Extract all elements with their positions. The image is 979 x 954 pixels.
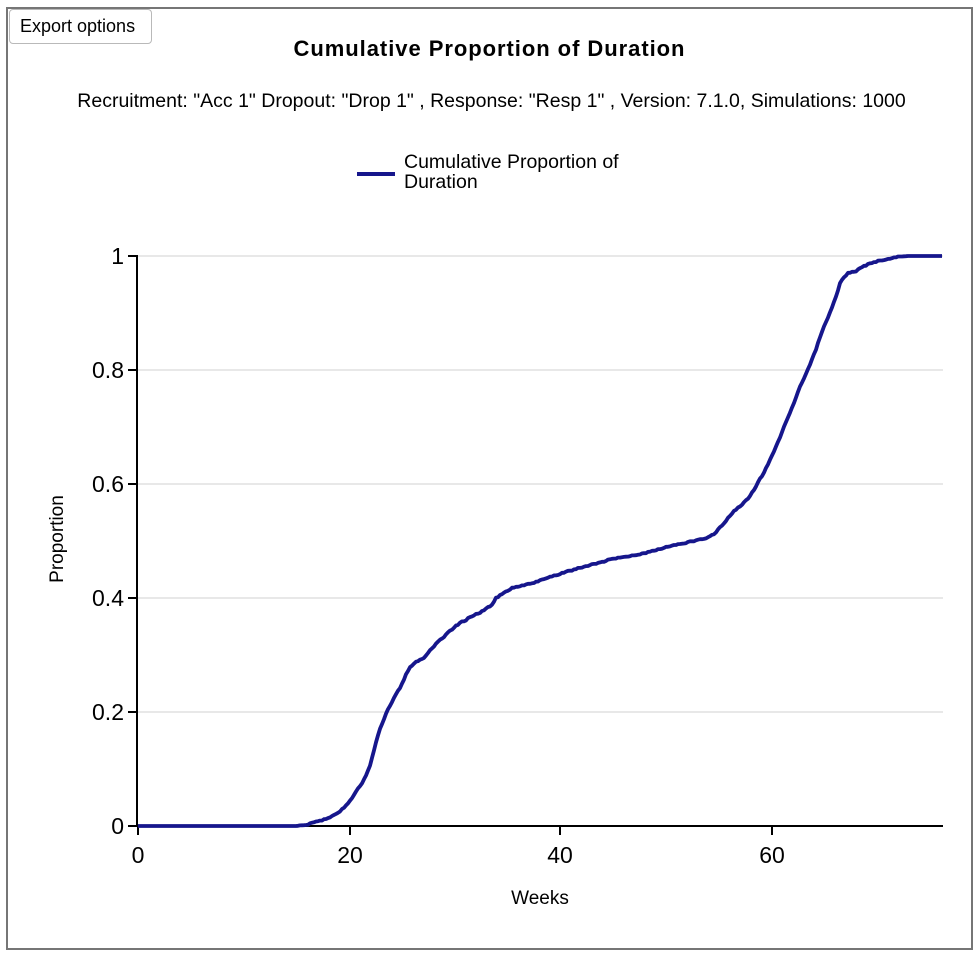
svg-text:0: 0 — [132, 842, 145, 868]
svg-text:0: 0 — [111, 813, 124, 839]
svg-text:60: 60 — [759, 842, 785, 868]
svg-text:20: 20 — [337, 842, 363, 868]
svg-text:Weeks: Weeks — [511, 888, 569, 909]
svg-text:Proportion: Proportion — [47, 495, 68, 583]
svg-text:0.2: 0.2 — [92, 699, 124, 725]
svg-text:40: 40 — [547, 842, 573, 868]
svg-text:1: 1 — [111, 243, 124, 269]
svg-text:0.6: 0.6 — [92, 471, 124, 497]
svg-text:0.8: 0.8 — [92, 357, 124, 383]
svg-text:0.4: 0.4 — [92, 585, 124, 611]
